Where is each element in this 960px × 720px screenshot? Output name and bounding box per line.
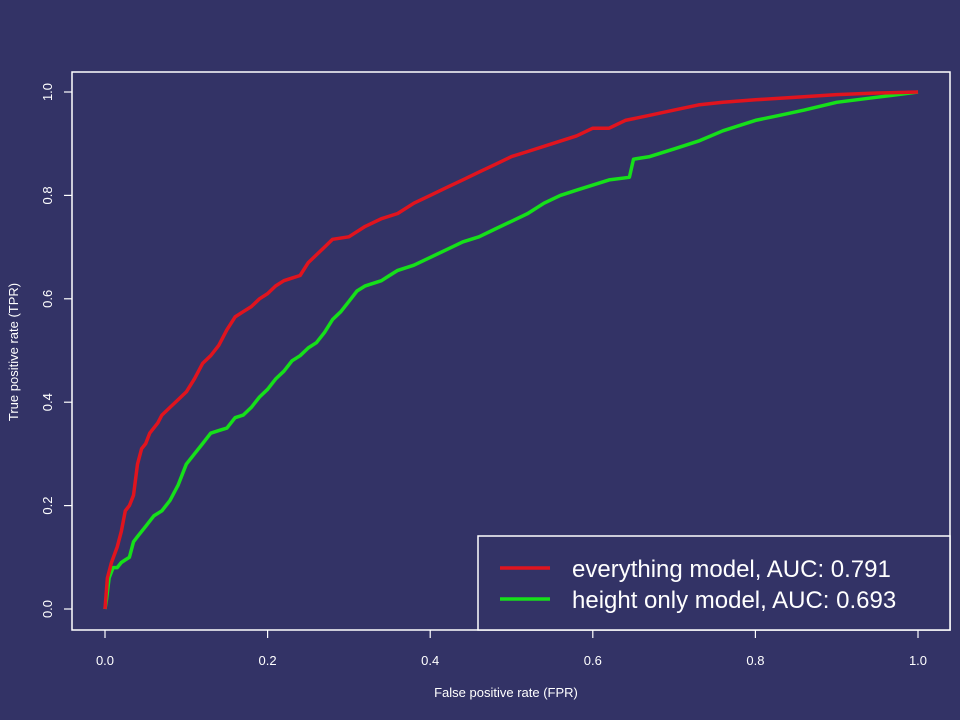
legend: everything model, AUC: 0.791 height only… <box>477 535 951 631</box>
y-tick-label: 0.2 <box>40 497 55 515</box>
y-axis-title: True positive rate (TPR) <box>6 283 21 421</box>
x-axis: 0.0 0.2 0.4 0.6 0.8 1.0 <box>96 630 927 668</box>
x-tick-label: 0.0 <box>96 653 114 668</box>
x-tick-label: 0.8 <box>746 653 764 668</box>
y-tick-label: 0.6 <box>40 290 55 308</box>
x-tick-label: 0.6 <box>584 653 602 668</box>
series-lines <box>103 90 919 610</box>
y-tick-label: 0.8 <box>40 186 55 204</box>
x-tick-label: 0.4 <box>421 653 439 668</box>
x-tick-label: 0.2 <box>259 653 277 668</box>
x-axis-title: False positive rate (FPR) <box>434 685 578 700</box>
legend-label-height-only: height only model, AUC: 0.693 <box>572 587 896 614</box>
series-line-everything <box>103 90 919 610</box>
y-tick-label: 1.0 <box>40 83 55 101</box>
y-axis: 0.0 0.2 0.4 0.6 0.8 1.0 <box>40 83 72 618</box>
legend-box <box>477 535 951 631</box>
y-tick-label: 0.0 <box>40 600 55 618</box>
series-line-height-only <box>103 90 919 610</box>
y-tick-label: 0.4 <box>40 393 55 411</box>
x-tick-label: 1.0 <box>909 653 927 668</box>
legend-label-everything: everything model, AUC: 0.791 <box>572 556 891 583</box>
